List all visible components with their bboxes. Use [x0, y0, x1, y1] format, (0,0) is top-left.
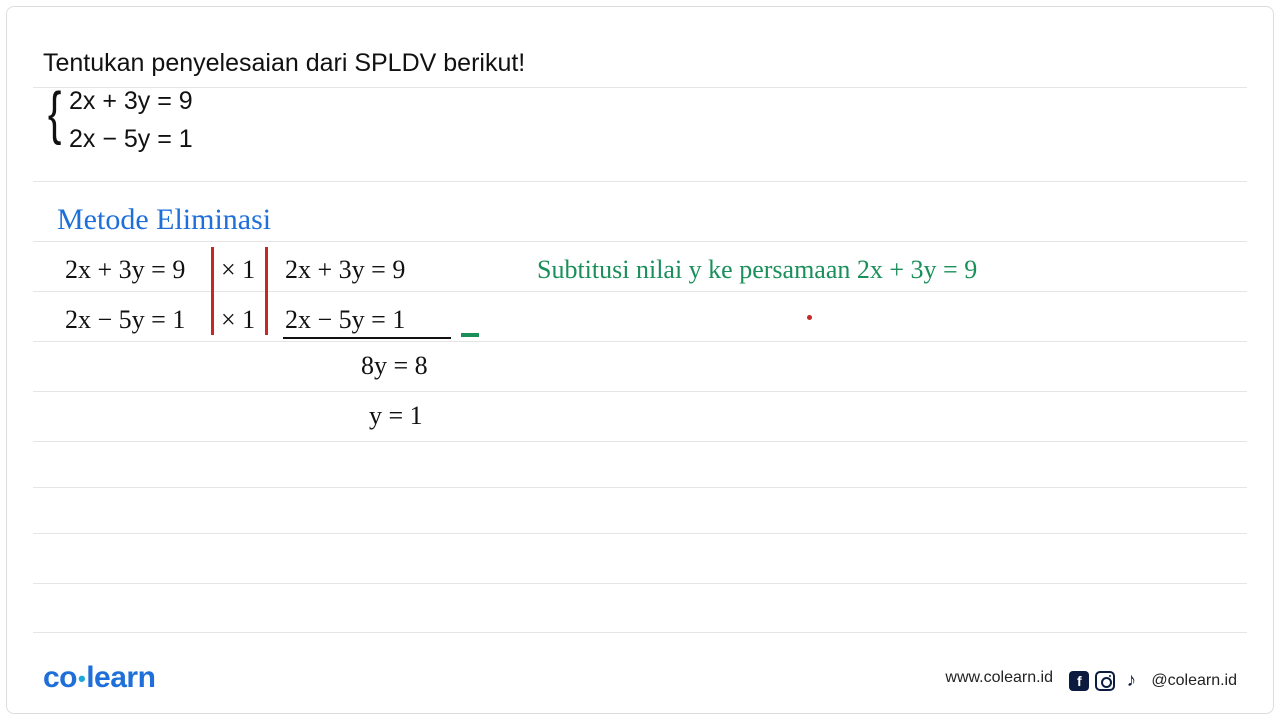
facebook-icon: f: [1069, 671, 1089, 691]
ruled-line: [33, 632, 1247, 633]
footer-url: www.colearn.id: [945, 669, 1053, 687]
ruled-line: [33, 87, 1247, 88]
subtract-rule: [283, 337, 451, 339]
logo-learn: learn: [86, 661, 155, 694]
elim-row1-right: 2x + 3y = 9: [285, 255, 405, 285]
ruled-line: [33, 241, 1247, 242]
elim-row2-right: 2x − 5y = 1: [285, 305, 405, 335]
social-handle: @colearn.id: [1151, 672, 1237, 690]
ruled-line: [33, 181, 1247, 182]
problem-title: Tentukan penyelesaian dari SPLDV berikut…: [43, 49, 525, 78]
ruled-line: [33, 583, 1247, 584]
ruled-line: [33, 291, 1247, 292]
elim-row1-mul: × 1: [221, 255, 255, 285]
equation-2: 2x − 5y = 1: [69, 125, 193, 154]
result-y: y = 1: [369, 401, 423, 431]
system-brace: {: [48, 85, 62, 143]
ruled-line: [33, 441, 1247, 442]
ruled-line: [33, 391, 1247, 392]
page-frame: Tentukan penyelesaian dari SPLDV berikut…: [6, 6, 1274, 714]
substitution-note: Subtitusi nilai y ke persamaan 2x + 3y =…: [537, 255, 977, 285]
red-dot: [807, 315, 812, 320]
ruled-line: [33, 487, 1247, 488]
minus-operator: [461, 333, 479, 337]
result-8y: 8y = 8: [361, 351, 428, 381]
social-block: f ♪ @colearn.id: [1069, 671, 1237, 691]
elim-row1-left: 2x + 3y = 9: [65, 255, 185, 285]
colearn-logo: co•learn: [43, 661, 155, 695]
tiktok-icon: ♪: [1121, 671, 1141, 691]
method-heading: Metode Eliminasi: [57, 203, 271, 237]
elim-row2-mul: × 1: [221, 305, 255, 335]
red-divider-1: [211, 247, 214, 335]
red-divider-2: [265, 247, 268, 335]
logo-dot: •: [78, 666, 85, 691]
logo-co: co: [43, 661, 77, 694]
instagram-icon: [1095, 671, 1115, 691]
ruled-line: [33, 533, 1247, 534]
equation-1: 2x + 3y = 9: [69, 87, 193, 116]
ruled-line: [33, 341, 1247, 342]
elim-row2-left: 2x − 5y = 1: [65, 305, 185, 335]
